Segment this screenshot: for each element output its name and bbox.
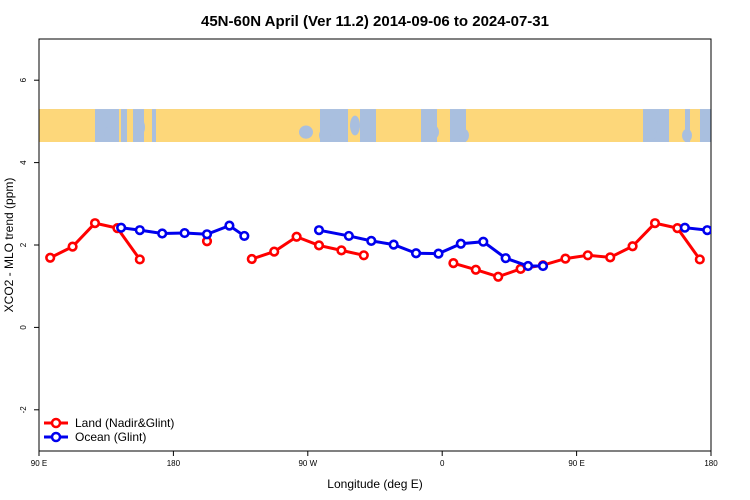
map-ocean bbox=[319, 128, 331, 143]
data-point bbox=[134, 225, 145, 236]
y-tick-label: 0 bbox=[19, 325, 28, 330]
legend-land-marker bbox=[50, 417, 62, 429]
x-tick-label: 180 bbox=[704, 459, 718, 468]
data-point bbox=[455, 238, 466, 249]
data-point bbox=[134, 254, 145, 265]
map-ocean bbox=[350, 115, 360, 136]
data-point bbox=[522, 260, 534, 272]
y-tick-label: 6 bbox=[19, 77, 28, 82]
data-point bbox=[313, 240, 325, 251]
series-line bbox=[452, 221, 702, 279]
map-ocean bbox=[643, 123, 657, 141]
map-ocean bbox=[657, 113, 667, 131]
map-land bbox=[376, 109, 421, 142]
y-tick-label: -2 bbox=[19, 406, 28, 414]
data-point bbox=[45, 252, 56, 263]
map-land bbox=[437, 109, 450, 142]
map-ocean bbox=[299, 125, 313, 139]
data-point bbox=[478, 236, 489, 247]
series-land bbox=[45, 218, 705, 282]
data-point bbox=[269, 246, 280, 257]
map-land bbox=[690, 109, 700, 142]
data-point bbox=[388, 239, 399, 250]
data-point bbox=[679, 222, 690, 233]
map-land bbox=[156, 109, 320, 142]
data-point bbox=[582, 250, 593, 261]
x-tick-label: 90 W bbox=[298, 459, 317, 468]
data-point bbox=[201, 229, 213, 240]
legend: Land (Nadir&Glint) Ocean (Glint) bbox=[44, 416, 174, 444]
data-point bbox=[224, 220, 235, 231]
data-point bbox=[500, 253, 511, 264]
data-point bbox=[89, 218, 101, 229]
map-land bbox=[39, 109, 95, 142]
map-ocean bbox=[427, 124, 439, 140]
y-axis-label: XCO2 - MLO trend (ppm) bbox=[2, 178, 16, 313]
data-point bbox=[694, 254, 705, 265]
map-land bbox=[127, 109, 133, 142]
legend-ocean-marker bbox=[50, 431, 62, 443]
data-point bbox=[291, 231, 302, 242]
y-axis: -2 0 2 4 6 bbox=[19, 77, 39, 413]
x-axis: 90 E 180 90 W 0 90 E 180 bbox=[31, 451, 718, 468]
data-point bbox=[239, 230, 250, 242]
legend-land-label: Land (Nadir&Glint) bbox=[75, 416, 174, 430]
x-tick-label: 180 bbox=[167, 459, 181, 468]
map-land bbox=[466, 109, 643, 142]
data-point bbox=[410, 248, 422, 259]
map-ocean bbox=[362, 127, 374, 141]
data-point bbox=[67, 241, 78, 252]
data-point bbox=[726, 230, 734, 238]
map-ocean bbox=[682, 128, 692, 143]
x-tick-label: 90 E bbox=[568, 459, 584, 468]
data-point bbox=[493, 271, 504, 282]
data-point bbox=[358, 250, 369, 261]
data-point bbox=[343, 230, 354, 242]
map-ocean bbox=[135, 118, 145, 136]
legend-ocean-label: Ocean (Glint) bbox=[75, 430, 146, 444]
data-point bbox=[560, 253, 571, 264]
data-point bbox=[179, 227, 190, 239]
map-land bbox=[144, 109, 152, 142]
x-tick-label: 90 E bbox=[31, 459, 47, 468]
data-point bbox=[313, 225, 325, 236]
data-point bbox=[448, 258, 459, 269]
y-tick-label: 2 bbox=[19, 242, 28, 247]
plot-frame bbox=[38, 38, 712, 452]
series-layer bbox=[45, 218, 734, 282]
data-point bbox=[605, 252, 616, 263]
data-point bbox=[336, 245, 347, 256]
map-land bbox=[669, 109, 685, 142]
data-point bbox=[627, 241, 638, 252]
data-point bbox=[116, 222, 127, 233]
series-ocean bbox=[116, 220, 734, 272]
x-tick-label: 0 bbox=[440, 459, 445, 468]
data-point bbox=[433, 248, 444, 259]
data-point bbox=[702, 225, 711, 236]
data-point bbox=[157, 228, 168, 239]
data-point bbox=[366, 235, 377, 246]
map-land bbox=[119, 109, 121, 142]
map-ocean bbox=[459, 128, 469, 143]
map-ocean bbox=[104, 126, 116, 142]
x-axis-label: Longitude (deg E) bbox=[327, 477, 422, 491]
chart-title: 45N-60N April (Ver 11.2) 2014-09-06 to 2… bbox=[201, 13, 549, 30]
data-point bbox=[246, 253, 257, 265]
data-point bbox=[470, 264, 481, 275]
data-point bbox=[537, 260, 549, 272]
world-map-band bbox=[39, 109, 711, 143]
data-point bbox=[649, 218, 661, 229]
y-tick-label: 4 bbox=[19, 160, 28, 165]
